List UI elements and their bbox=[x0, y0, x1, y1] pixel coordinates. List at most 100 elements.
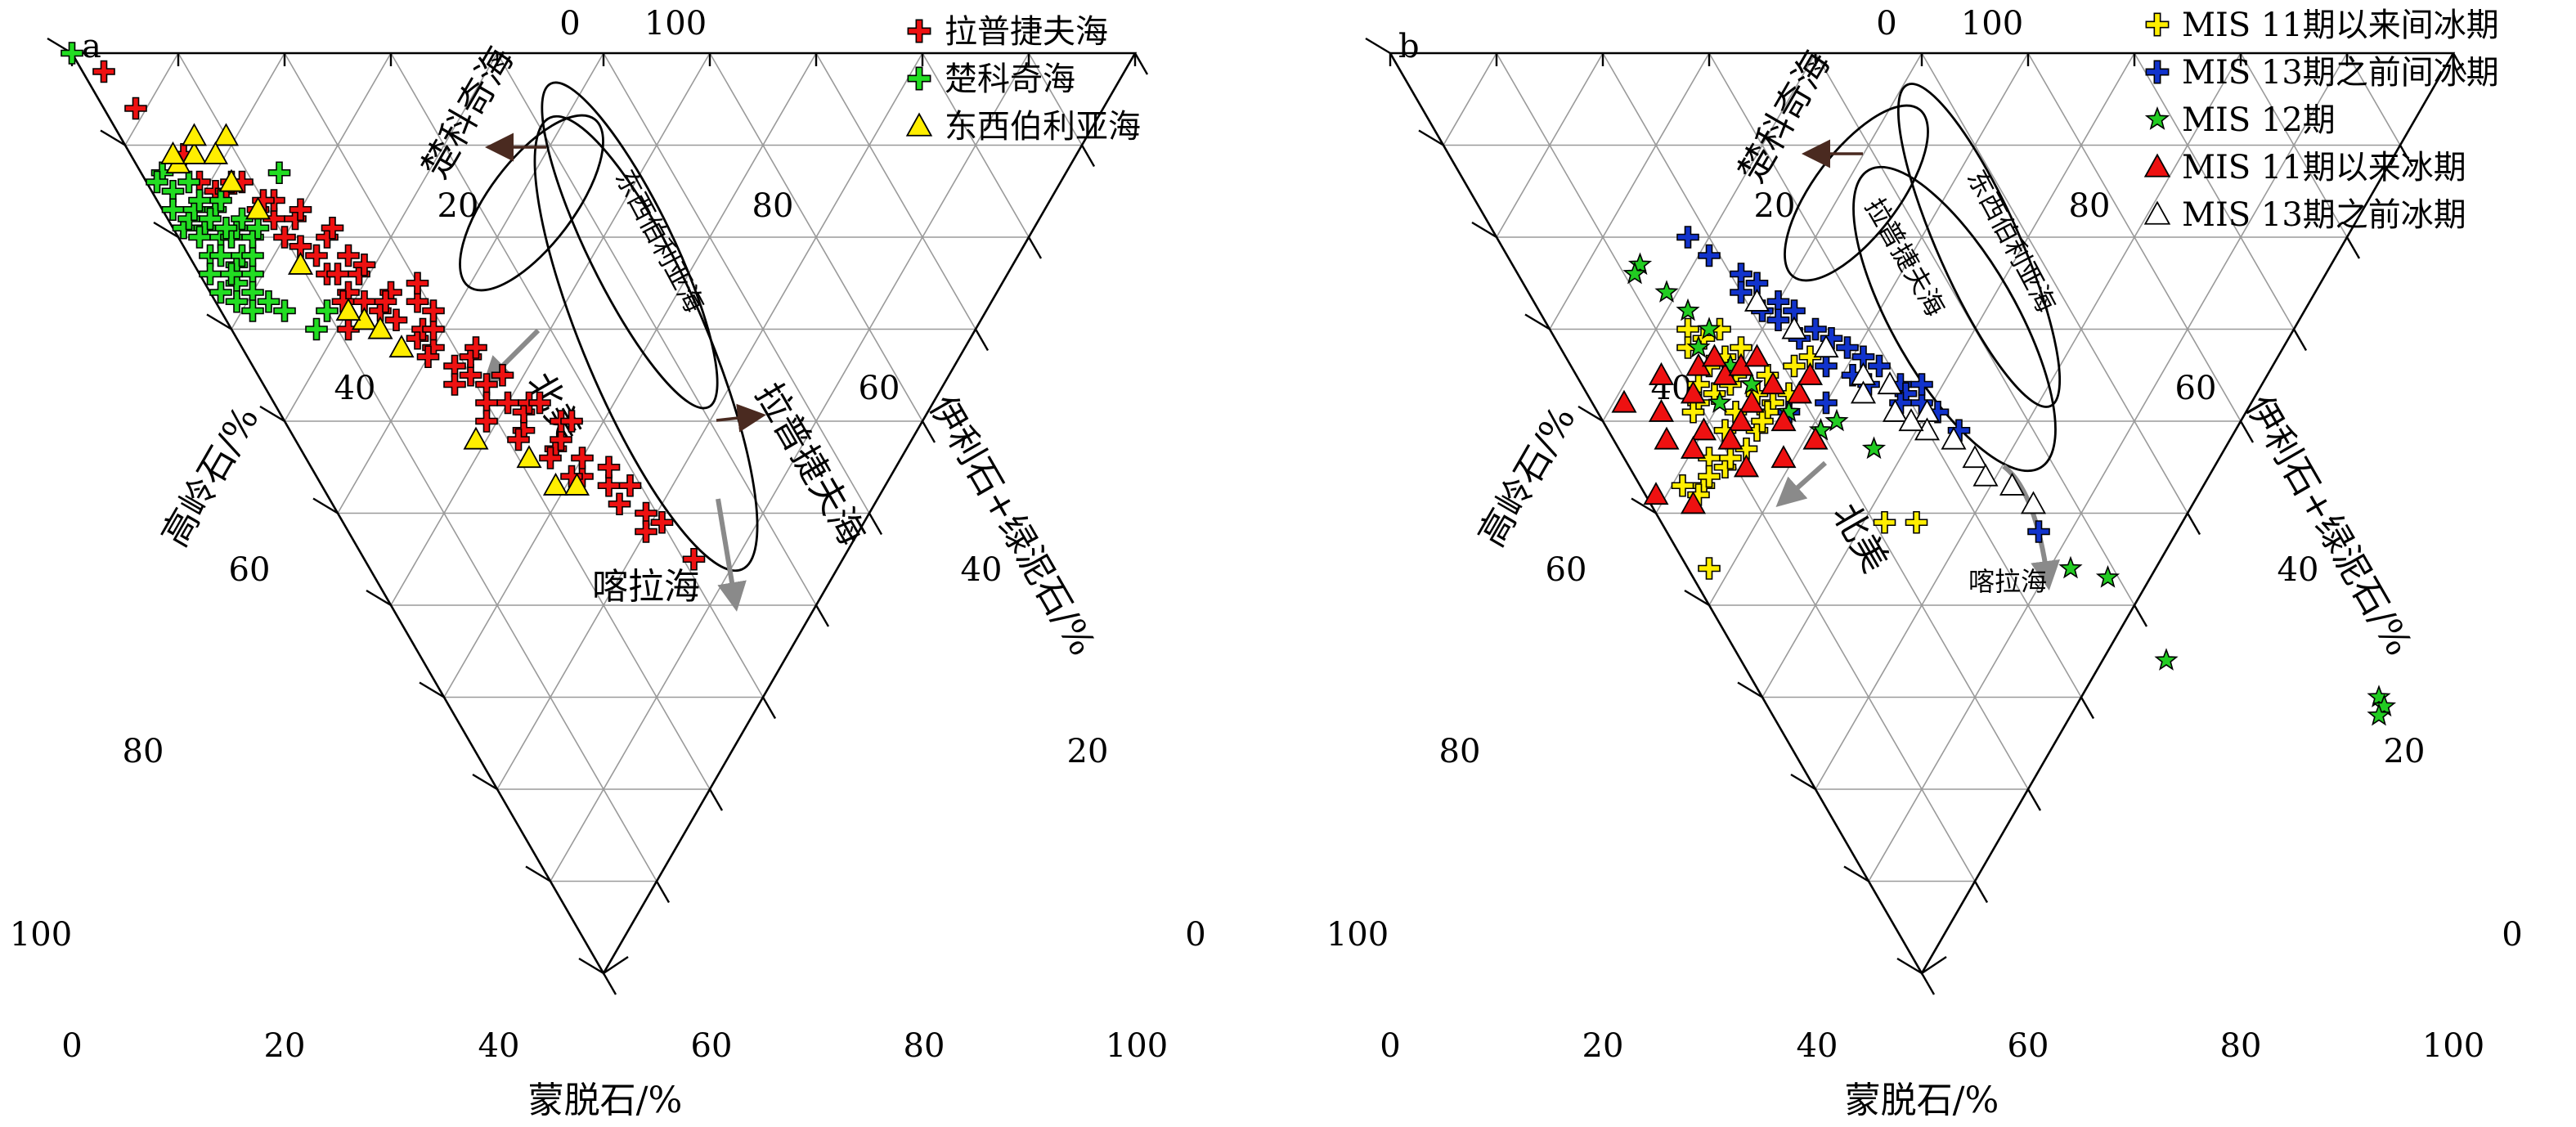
left-tick bbox=[1365, 37, 1391, 55]
panel-b-laptev-label: 拉普捷夫海 bbox=[1859, 193, 1951, 322]
panel-b-data-point bbox=[1686, 335, 1711, 358]
panel-a-data-point bbox=[491, 363, 514, 387]
left-tick bbox=[312, 497, 339, 514]
panel-a-east-siberian-ellipse bbox=[541, 81, 719, 410]
panel-b-data-point bbox=[1611, 389, 1637, 413]
panel-a-kara-arrow bbox=[716, 498, 747, 612]
panel-b-right-tick-80: 80 bbox=[2069, 187, 2111, 225]
panel-a-right-tick-40: 40 bbox=[961, 551, 1003, 589]
right-tick bbox=[2345, 236, 2361, 259]
panel-a-data-point bbox=[209, 244, 232, 267]
panel-a-data-point bbox=[181, 141, 208, 164]
panel-b-data-point bbox=[1797, 361, 1824, 385]
panel-b-data-point bbox=[1744, 288, 1770, 312]
panel-a-legend-markers bbox=[905, 19, 933, 137]
panel-a-data-point bbox=[241, 299, 264, 322]
panel-a-data-point bbox=[61, 42, 83, 65]
panel-a-letter: a bbox=[82, 28, 101, 65]
panel-a-data-point bbox=[516, 445, 542, 469]
panel-b-series-4 bbox=[1744, 288, 2047, 514]
panel-b-series-2 bbox=[1622, 252, 2397, 726]
panel-b-data-point bbox=[1910, 373, 1933, 396]
panel-a-laptev-label: 拉普捷夫海 bbox=[747, 376, 873, 553]
right-tick bbox=[2292, 328, 2308, 352]
panel-a-right-tick-100: 100 bbox=[644, 5, 707, 43]
panel-b-left-tick-100: 100 bbox=[1326, 916, 1389, 954]
panel-b-data-point bbox=[1698, 557, 1721, 580]
panel-a-data-point bbox=[188, 189, 211, 212]
grid-line bbox=[2346, 52, 2401, 146]
panel-a-data-point bbox=[305, 244, 328, 267]
panel-b-right-tick-40: 40 bbox=[2278, 551, 2319, 589]
panel-a-legend-marker bbox=[905, 112, 933, 137]
panel-b-data-point bbox=[2095, 565, 2120, 588]
panel-b-data-point bbox=[1654, 426, 1680, 450]
left-tick bbox=[1896, 957, 1923, 975]
grid-line bbox=[1708, 52, 2082, 698]
panel-b-data-point bbox=[2367, 703, 2391, 726]
panel-a-data-point bbox=[618, 474, 642, 497]
left-tick bbox=[1737, 681, 1763, 698]
grid-line bbox=[177, 52, 657, 882]
panel-b-data-point bbox=[1962, 445, 1988, 469]
panel-b-data-point bbox=[1708, 390, 1732, 413]
panel-b-bottom-tick-80: 80 bbox=[2220, 1027, 2262, 1065]
grid-line bbox=[1549, 52, 1710, 330]
panel-b-legend-markers bbox=[2143, 12, 2171, 225]
grid-line bbox=[603, 52, 870, 514]
panel-a-right-tick-0: 0 bbox=[1185, 916, 1205, 954]
right-tick bbox=[815, 604, 830, 627]
panel-b-data-point bbox=[1836, 336, 1859, 359]
left-tick bbox=[1524, 313, 1551, 330]
panel-b-data-point bbox=[1898, 408, 1924, 432]
panel-a-data-point bbox=[124, 97, 147, 120]
panel-a-data-point bbox=[682, 547, 706, 571]
right-tick bbox=[2452, 52, 2467, 75]
panel-b-data-point bbox=[1676, 298, 1700, 321]
panel-b-data-point bbox=[1873, 510, 1896, 534]
panel-b-data-point bbox=[1627, 252, 1653, 276]
panel-b-data-point bbox=[1802, 426, 1829, 450]
panel-b-right-tick-0: 0 bbox=[2502, 916, 2522, 954]
panel-a-data-point bbox=[321, 216, 344, 240]
panel-a-bottom-tick-20: 20 bbox=[264, 1027, 306, 1065]
left-tick bbox=[578, 957, 604, 975]
panel-b-data-point bbox=[1882, 398, 1909, 422]
panel-b-data-point bbox=[1680, 380, 1707, 404]
panel-a-data-point bbox=[464, 336, 487, 359]
panel-b-data-point bbox=[1766, 308, 1790, 332]
panel-a-data-point bbox=[159, 141, 186, 164]
panel-a-data-point bbox=[202, 141, 229, 164]
grid-line bbox=[1028, 52, 1083, 146]
panel-a-data-point bbox=[539, 447, 562, 469]
panel-b-data-point bbox=[1770, 408, 1797, 432]
panel-b-data-point bbox=[1815, 354, 1838, 378]
panel-a-data-point bbox=[374, 290, 397, 313]
panel-b-legend-label-mis13-interglacial: MIS 13期之前间冰期 bbox=[2182, 54, 2499, 92]
panel-a-data-point bbox=[161, 198, 185, 222]
left-tick bbox=[366, 589, 392, 607]
panel-b-points bbox=[1611, 226, 2397, 726]
panel-a-data-point bbox=[252, 189, 275, 212]
panel-b-data-point bbox=[1744, 343, 1770, 367]
panel-a-data-point bbox=[507, 428, 530, 451]
panel-a-data-point bbox=[326, 263, 349, 285]
panel-b-laptev-ellipse bbox=[1852, 165, 2057, 473]
right-tick bbox=[2133, 604, 2148, 627]
right-tick bbox=[1080, 144, 1096, 168]
left-tick bbox=[1843, 865, 1869, 882]
panel-b-data-point bbox=[1804, 317, 1827, 341]
panel-a-data-point bbox=[246, 216, 270, 240]
panel-b-legend-marker bbox=[2143, 153, 2171, 177]
panel-a-bottom-tick-60: 60 bbox=[691, 1027, 733, 1065]
panel-b-bottom-tick-40: 40 bbox=[1797, 1027, 1838, 1065]
panel-b-data-point bbox=[1999, 472, 2026, 496]
panel-b-data-point bbox=[1972, 463, 1999, 487]
left-tick bbox=[1631, 497, 1657, 514]
panel-a-bottom-tick-80: 80 bbox=[904, 1027, 945, 1065]
right-tick bbox=[2239, 420, 2255, 443]
panel-b-data-point bbox=[1905, 510, 1928, 534]
panel-b-data-point bbox=[2027, 520, 2050, 543]
panel-b-left-tick-20: 20 bbox=[1754, 187, 1796, 225]
panel-b-left-tick-0: 0 bbox=[1876, 5, 1896, 43]
